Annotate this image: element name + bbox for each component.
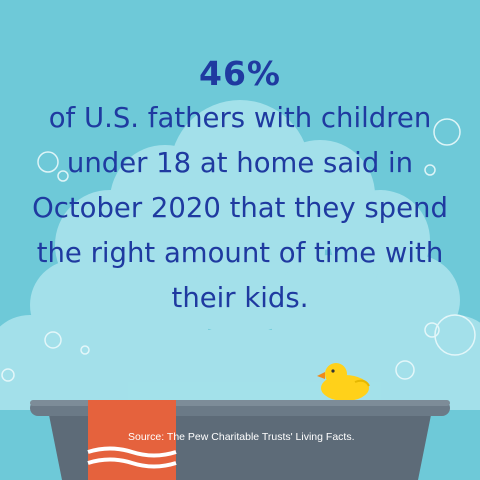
bubble-icon xyxy=(37,151,59,173)
towel-icon xyxy=(87,400,177,480)
bubble-icon xyxy=(395,360,415,380)
bubble-icon xyxy=(433,118,461,146)
bubble-icon xyxy=(44,331,62,349)
rubber-duck-icon xyxy=(317,363,370,401)
foam-clouds xyxy=(0,100,480,410)
bubble-icon xyxy=(424,164,436,176)
bubble-icon xyxy=(57,170,69,182)
bubbles xyxy=(1,118,476,382)
stat-value: 46% xyxy=(199,54,281,93)
bubble-icon xyxy=(434,314,476,356)
source-credit: Source: The Pew Charitable Trusts' Livin… xyxy=(128,431,355,443)
bubble-icon xyxy=(1,368,15,382)
bubble-icon xyxy=(80,345,90,355)
bubble-icon xyxy=(424,322,440,338)
headline: 46% of U.S. fathers with children under … xyxy=(0,52,480,321)
stat-text: of U.S. fathers with children under 18 a… xyxy=(32,102,448,314)
